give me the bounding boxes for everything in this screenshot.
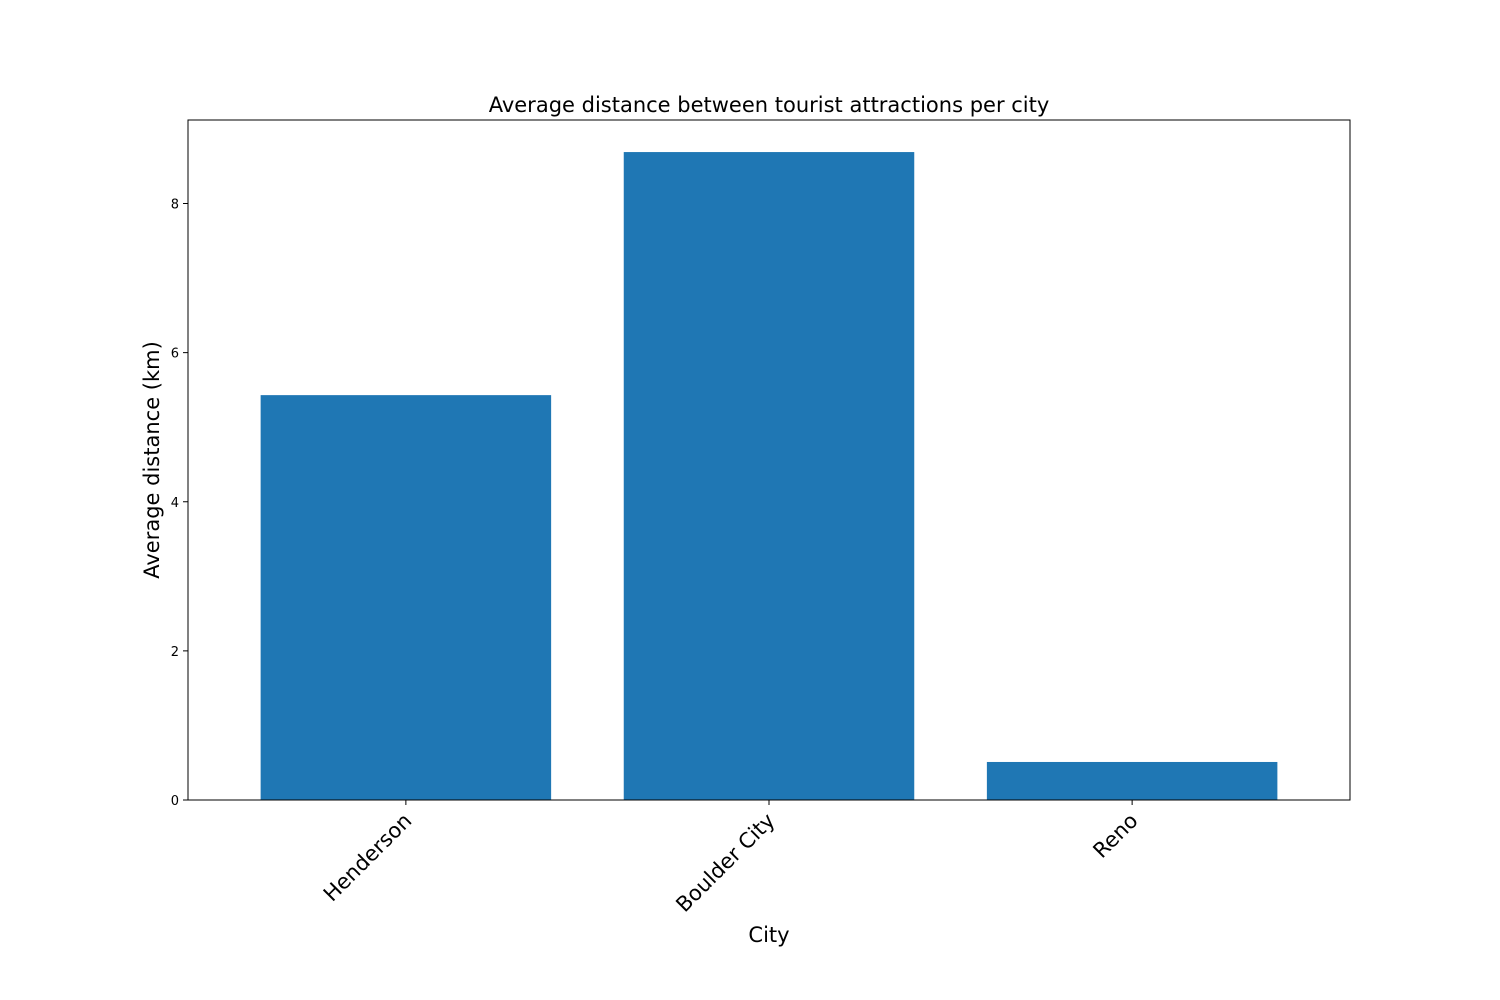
- bar-reno: [986, 761, 1278, 800]
- x-tick-label: Henderson: [319, 809, 417, 907]
- x-tick-label: Boulder City: [671, 809, 779, 917]
- bar-henderson: [260, 395, 552, 800]
- bars-layer: [260, 152, 1278, 800]
- x-axis-label: City: [748, 923, 789, 947]
- y-tick-label: 8: [171, 198, 179, 213]
- y-tick-label: 0: [171, 794, 179, 809]
- y-axis: 0 2 4 6 8: [171, 198, 188, 809]
- y-tick-label: 4: [171, 496, 179, 511]
- x-axis: Henderson Boulder City Reno: [319, 800, 1143, 917]
- chart-title: Average distance between tourist attract…: [489, 93, 1050, 117]
- y-tick-label: 6: [171, 347, 179, 362]
- y-axis-label: Average distance (km): [140, 341, 164, 579]
- y-tick-label: 2: [171, 645, 179, 660]
- x-tick-label: Reno: [1088, 809, 1142, 863]
- bar-boulder-city: [623, 152, 915, 800]
